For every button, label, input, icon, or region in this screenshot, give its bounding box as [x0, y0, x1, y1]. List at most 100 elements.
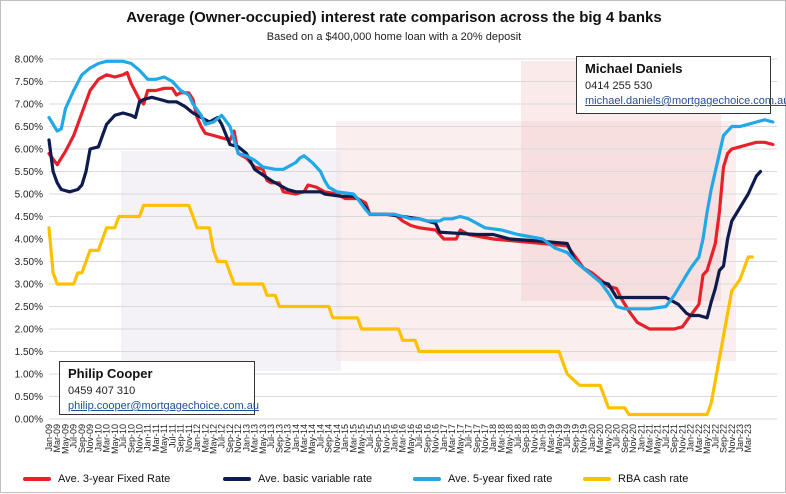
series-line — [47, 70, 775, 331]
x-tick-label: Nov-18 — [529, 424, 539, 453]
x-tick-label: Nov-20 — [628, 424, 638, 453]
x-tick-label: Jan-09 — [44, 424, 54, 452]
contact-name: Michael Daniels — [585, 61, 683, 76]
x-tick-label: Jan-17 — [439, 424, 449, 452]
x-tick-label: Mar-11 — [151, 424, 161, 452]
x-tick-label: Jul-21 — [661, 424, 671, 449]
x-tick-label: Nov-16 — [431, 424, 441, 453]
y-tick-label: 6.50% — [15, 122, 43, 133]
x-tick-label: Sep-13 — [274, 424, 284, 453]
x-tick-label: Mar-14 — [299, 424, 309, 453]
x-tick-label: May-20 — [603, 424, 613, 454]
x-tick-label: Jan-12 — [192, 424, 202, 452]
x-tick-label: Nov-17 — [480, 424, 490, 453]
x-tick-label: Jan-19 — [538, 424, 548, 452]
series-line — [47, 203, 754, 417]
x-tick-label: Nov-10 — [134, 424, 144, 453]
contact-name: Philip Cooper — [68, 366, 153, 381]
x-tick-label: May-16 — [406, 424, 416, 454]
x-tick-label: Jan-11 — [143, 424, 153, 451]
x-tick-label: Nov-19 — [579, 424, 589, 453]
contact-email-link[interactable]: michael.daniels@mortgagechoice.com.au — [585, 95, 786, 107]
x-tick-label: Sep-12 — [225, 424, 235, 453]
x-tick-label: Jul-20 — [612, 424, 622, 449]
x-tick-label: Jul-13 — [266, 424, 276, 449]
series-line — [47, 59, 775, 311]
x-tick-label: Nov-15 — [381, 424, 391, 453]
x-tick-label: Nov-12 — [233, 424, 243, 453]
x-tick-label: Mar-13 — [250, 424, 260, 453]
y-tick-label: 6.00% — [15, 145, 43, 156]
x-tick-label: Sep-09 — [77, 424, 87, 453]
x-tick-label: Jul-12 — [217, 424, 227, 449]
x-tick-label: Mar-21 — [644, 424, 654, 453]
x-tick-label: Mar-19 — [546, 424, 556, 453]
x-tick-label: Sep-17 — [472, 424, 482, 453]
x-tick-label: Jan-10 — [93, 424, 103, 452]
legend: Ave. 3-year Fixed Rate Ave. basic variab… — [1, 473, 786, 489]
x-tick-label: Mar-16 — [398, 424, 408, 453]
legend-item-rba: RBA cash rate — [583, 473, 688, 485]
y-tick-label: 2.50% — [15, 302, 43, 313]
x-tick-label: Mar-18 — [496, 424, 506, 453]
x-tick-label: Sep-15 — [373, 424, 383, 453]
x-tick-label: Mar-12 — [200, 424, 210, 453]
x-tick-label: Nov-21 — [677, 424, 687, 453]
x-tick-label: Sep-10 — [126, 424, 136, 453]
y-tick-label: 0.50% — [15, 392, 43, 403]
y-tick-label: 3.00% — [15, 280, 43, 291]
legend-label: Ave. 5-year fixed rate — [448, 473, 553, 485]
x-tick-label: Mar-15 — [348, 424, 358, 453]
legend-label: Ave. 3-year Fixed Rate — [58, 473, 171, 485]
x-tick-label: May-11 — [159, 424, 169, 453]
x-tick-label: Sep-11 — [176, 424, 186, 452]
x-tick-label: Sep-20 — [620, 424, 630, 453]
y-tick-label: 3.50% — [15, 257, 43, 268]
x-tick-label: Mar-10 — [102, 424, 112, 453]
x-tick-label: Nov-11 — [184, 424, 194, 452]
x-tick-label: Nov-13 — [283, 424, 293, 453]
x-tick-label: Jul-16 — [414, 424, 424, 449]
legend-swatch — [223, 477, 251, 481]
x-tick-label: Sep-16 — [422, 424, 432, 453]
legend-swatch — [583, 477, 611, 481]
x-tick-label: Jan-23 — [735, 424, 745, 452]
y-tick-label: 8.00% — [15, 55, 43, 66]
contact-email-link[interactable]: philip.cooper@mortgagechoice.com.au — [68, 400, 259, 412]
x-tick-label: May-13 — [258, 424, 268, 454]
x-tick-label: Nov-22 — [727, 424, 737, 453]
x-tick-label: Jan-16 — [389, 424, 399, 452]
y-tick-label: 2.00% — [15, 325, 43, 336]
x-tick-label: Jul-18 — [513, 424, 523, 449]
x-tick-label: Jul-14 — [315, 424, 325, 449]
x-tick-label: Jul-11 — [167, 424, 177, 448]
contact-phone: 0459 407 310 — [68, 385, 136, 397]
y-tick-label: 1.00% — [15, 370, 43, 381]
y-tick-label: 5.00% — [15, 190, 43, 201]
x-tick-label: Jan-14 — [291, 424, 301, 452]
x-tick-label: Jul-22 — [710, 424, 720, 449]
x-tick-label: May-12 — [209, 424, 219, 454]
x-tick-label: May-15 — [357, 424, 367, 454]
x-tick-label: Jan-15 — [340, 424, 350, 452]
legend-swatch — [413, 477, 441, 481]
legend-item-3yr-fixed: Ave. 3-year Fixed Rate — [23, 473, 170, 485]
x-tick-label: Mar-23 — [743, 424, 753, 453]
x-tick-label: Sep-21 — [669, 424, 679, 453]
contact-phone: 0414 255 530 — [585, 80, 653, 92]
x-tick-label: Mar-17 — [447, 424, 457, 453]
x-tick-label: May-14 — [307, 424, 317, 454]
x-tick-label: Mar-22 — [694, 424, 704, 453]
x-tick-label: Jul-09 — [69, 424, 79, 449]
chart-title: Average (Owner-occupied) interest rate c… — [126, 9, 662, 26]
x-tick-label: Nov-09 — [85, 424, 95, 453]
x-tick-label: Mar-09 — [52, 424, 62, 453]
x-tick-label: Sep-14 — [324, 424, 334, 453]
y-tick-label: 5.50% — [15, 167, 43, 178]
contact-card-philip: Philip Cooper 0459 407 310 philip.cooper… — [59, 361, 259, 415]
y-tick-label: 4.00% — [15, 235, 43, 246]
legend-item-variable: Ave. basic variable rate — [223, 473, 372, 485]
legend-item-5yr-fixed: Ave. 5-year fixed rate — [413, 473, 552, 485]
x-tick-label: May-18 — [505, 424, 515, 454]
x-tick-label: Jul-15 — [365, 424, 375, 449]
